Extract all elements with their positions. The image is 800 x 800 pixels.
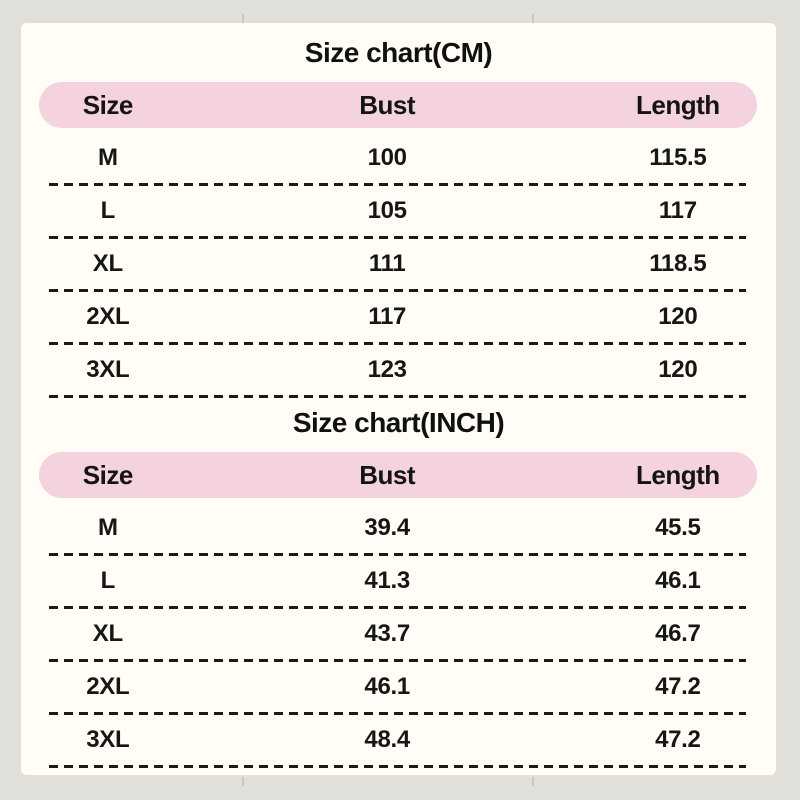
row-divider [49, 553, 746, 556]
bust-cell: 39.4 [364, 514, 410, 541]
size-cell: XL [92, 620, 123, 647]
row-divider [49, 342, 746, 345]
row-divider [49, 765, 746, 768]
table-row: L 41.3 46.1 [21, 556, 776, 606]
length-cell: 47.2 [655, 726, 701, 753]
length-cell: 118.5 [649, 250, 707, 277]
size-table-cm: Size chart(CM) Size Bust Length M 100 11… [21, 34, 776, 398]
bust-cell: 111 [368, 250, 406, 277]
length-cell: 45.5 [655, 514, 701, 541]
size-cell: 3XL [86, 726, 130, 753]
header-pill-background [39, 452, 757, 498]
table-body-inch: M 39.4 45.5 L 41.3 46.1 XL 43.7 46.7 [21, 503, 776, 768]
table-title-cm: Size chart(CM) [304, 37, 493, 68]
row-divider [49, 712, 746, 715]
row-divider [49, 395, 746, 398]
column-header-size: Size [82, 89, 134, 120]
size-cell: M [97, 514, 118, 541]
table-body-cm: M 100 115.5 L 105 117 XL 111 118.5 [21, 133, 776, 398]
bust-cell: 105 [367, 197, 407, 224]
table-row: 3XL 123 120 [21, 345, 776, 395]
bust-cell: 48.4 [364, 726, 410, 753]
length-cell: 115.5 [649, 144, 707, 171]
size-cell: 2XL [86, 303, 130, 330]
size-cell: XL [92, 250, 123, 277]
column-header-bust: Bust [359, 89, 416, 120]
table-row: 3XL 48.4 47.2 [21, 715, 776, 765]
column-header-size: Size [82, 459, 134, 490]
seam-mark-bottom-left [242, 777, 244, 786]
bust-cell: 117 [368, 303, 407, 330]
size-cell: L [100, 197, 116, 224]
size-table-inch: Size chart(INCH) Size Bust Length M 39.4… [21, 404, 776, 768]
row-divider [49, 183, 746, 186]
row-divider [49, 659, 746, 662]
table-title-inch: Size chart(INCH) [292, 407, 505, 438]
bust-cell: 100 [367, 144, 407, 171]
table-header-row-inch: Size Bust Length [21, 452, 776, 498]
column-header-bust: Bust [359, 459, 416, 490]
seam-mark-top-right [532, 14, 534, 23]
table-row: XL 111 118.5 [21, 239, 776, 289]
size-cell: 2XL [86, 673, 130, 700]
header-pill-background [39, 82, 757, 128]
table-row: 2XL 46.1 47.2 [21, 662, 776, 712]
bust-cell: 46.1 [364, 673, 410, 700]
row-divider [49, 236, 746, 239]
length-cell: 120 [658, 303, 698, 330]
length-cell: 120 [658, 356, 698, 383]
bust-cell: 123 [367, 356, 407, 383]
column-header-length: Length [636, 459, 720, 490]
table-row: L 105 117 [21, 186, 776, 236]
table-header-row-cm: Size Bust Length [21, 82, 776, 128]
seam-mark-bottom-right [532, 777, 534, 786]
length-cell: 46.1 [655, 567, 701, 594]
size-cell: L [100, 567, 116, 594]
size-chart-card: Size chart(CM) Size Bust Length M 100 11… [21, 23, 776, 775]
bust-cell: 41.3 [364, 567, 410, 594]
size-cell: M [97, 144, 118, 171]
size-cell: 3XL [86, 356, 130, 383]
table-row: M 100 115.5 [21, 133, 776, 183]
length-cell: 46.7 [655, 620, 701, 647]
bust-cell: 43.7 [364, 620, 410, 647]
table-row: XL 43.7 46.7 [21, 609, 776, 659]
row-divider [49, 606, 746, 609]
length-cell: 117 [658, 197, 697, 224]
seam-mark-top-left [242, 14, 244, 23]
column-header-length: Length [636, 89, 720, 120]
table-row: 2XL 117 120 [21, 292, 776, 342]
table-row: M 39.4 45.5 [21, 503, 776, 553]
row-divider [49, 289, 746, 292]
length-cell: 47.2 [655, 673, 701, 700]
